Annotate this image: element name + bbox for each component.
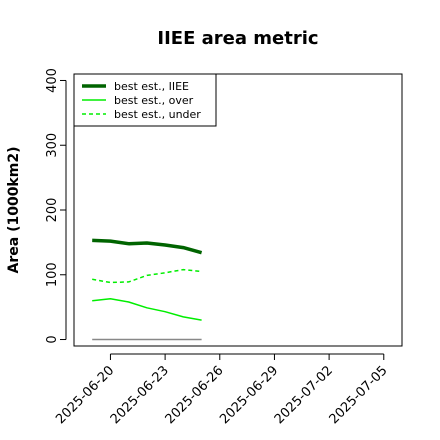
chart-title: IIEE area metric xyxy=(157,28,318,49)
y-axis: 0 100 200 300 400 xyxy=(45,68,67,344)
y-tick-label: 200 xyxy=(45,198,60,223)
x-tick-label: 2025-07-05 xyxy=(327,363,391,427)
x-axis: 2025-06-202025-06-232025-06-262025-06-29… xyxy=(53,353,391,427)
y-tick-label: 300 xyxy=(45,133,60,158)
y-tick-label: 0 xyxy=(45,335,60,343)
legend-label: best est., under xyxy=(114,108,201,121)
series-line-best-est-iiee xyxy=(92,238,203,255)
legend-label: best est., IIEE xyxy=(114,80,189,93)
plot-frame xyxy=(73,73,403,347)
y-axis-label: Area (1000km2) xyxy=(6,147,22,274)
legend-label: best est., over xyxy=(114,94,194,107)
series-line-best-est-over xyxy=(92,297,202,321)
series-layer xyxy=(92,238,203,341)
y-tick-label: 100 xyxy=(45,262,60,287)
y-tick-label: 400 xyxy=(45,68,60,93)
series-line-best-est-under xyxy=(92,268,202,284)
